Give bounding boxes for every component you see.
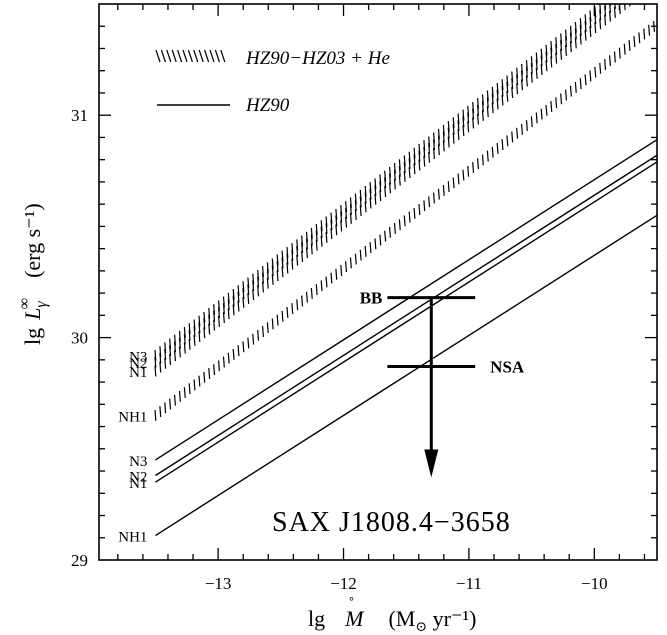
solid-curve-n1: [155, 161, 657, 483]
x-axis-label-prefix: lg: [308, 606, 325, 631]
hatched-curve-n2-hatching: [154, 4, 621, 368]
y-axis-label: lg Lγ∞ (erg s⁻¹): [16, 203, 50, 345]
hatched-curve-n3: [154, 4, 611, 361]
x-tick-label: −12: [330, 574, 357, 593]
hatched-curve-n2: [154, 4, 621, 368]
legend-label-solid: HZ90: [245, 95, 290, 116]
solid-curve-n3-label: N3: [129, 454, 147, 470]
solid-curve-n3: [155, 139, 657, 461]
hatched-curve-n3-label: N3: [129, 349, 147, 365]
y-axis-label-sup: ∞: [16, 298, 33, 309]
legend-label-hatched: HZ90−HZ03 + He: [245, 48, 390, 69]
hatched-curve-nh1-hatching: [154, 20, 655, 421]
x-axis-label-unit-open: (M: [388, 606, 415, 631]
solid-curves: [155, 139, 657, 537]
limit-label-bb: BB: [360, 289, 383, 308]
y-tick-label: 31: [71, 106, 88, 125]
object-label: SAX J1808.4−3658: [272, 507, 511, 538]
upper-limit-arrow-head: [424, 449, 439, 478]
x-tick-label: −10: [581, 574, 608, 593]
y-axis-label-symbol: L: [20, 308, 45, 321]
solid-curve-n1-label: N1: [129, 476, 147, 492]
solid-curve-nh1: [155, 214, 657, 537]
solid-curve-n2-label: N2: [129, 469, 147, 485]
y-tick-label: 30: [71, 329, 88, 348]
legend-hatch-strokes: [155, 49, 226, 63]
solid-curve-n2: [155, 154, 657, 477]
x-tick-label: −13: [205, 574, 232, 593]
axis-ticks: −13 −12 −11 −10 29 30 31: [71, 4, 657, 593]
x-axis-label-unit-close: yr⁻¹): [427, 606, 476, 631]
plot-frame: [98, 3, 658, 561]
solid-curve-nh1-label: NH1: [118, 530, 147, 546]
y-axis-label-prefix: lg: [20, 328, 45, 345]
x-axis-label-symbol: M: [344, 606, 365, 631]
limit-label-nsa: NSA: [490, 358, 525, 377]
x-axis-label-sun: ⊙: [415, 620, 427, 635]
hatched-curve-nh1: [154, 20, 655, 421]
hatched-curve-n2-label: N2: [129, 356, 147, 372]
legend: HZ90−HZ03 + He HZ90: [155, 48, 390, 116]
x-axis-label: lg M˚ (M⊙ yr⁻¹): [308, 594, 476, 635]
hatched-curve-n1-hatching: [154, 4, 631, 377]
observational-limits: BB NSA: [360, 289, 525, 478]
hatched-curves: [154, 4, 655, 421]
hatched-curve-n3-hatching: [154, 4, 611, 361]
hatched-curve-n1: [154, 4, 631, 377]
legend-hatched-sample: [155, 49, 226, 63]
hatched-curve-n1-label: N1: [129, 365, 147, 381]
x-axis-label-dot: ˚: [348, 594, 354, 614]
y-axis-label-unit: (erg s⁻¹): [20, 203, 45, 278]
hatched-curve-nh1-label: NH1: [118, 409, 147, 425]
y-axis-label-sub: γ: [33, 301, 50, 308]
x-tick-label: −11: [456, 574, 482, 593]
y-tick-label: 29: [71, 551, 88, 570]
